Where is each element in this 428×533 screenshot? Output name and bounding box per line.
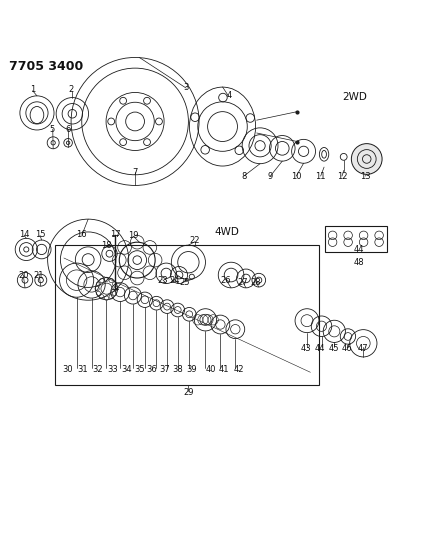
Text: 20: 20 [18,271,29,280]
Text: 39: 39 [187,365,197,374]
Text: 2: 2 [68,85,74,94]
Text: 11: 11 [315,172,326,181]
Text: 32: 32 [92,365,103,374]
Circle shape [351,143,382,174]
Text: 21: 21 [34,271,45,280]
Text: 43: 43 [300,344,311,353]
Text: 1: 1 [30,85,36,94]
Text: 25: 25 [180,278,190,287]
Text: 44: 44 [354,245,364,254]
Text: 7: 7 [132,168,138,177]
Text: 44: 44 [315,344,325,353]
Text: 31: 31 [77,365,88,374]
Text: 27: 27 [237,278,248,287]
Text: 47: 47 [357,344,368,353]
Text: 13: 13 [360,172,371,181]
Text: 33: 33 [107,365,118,374]
Bar [325,226,387,252]
Text: 40: 40 [205,365,216,374]
Text: 30: 30 [63,365,74,374]
Text: 46: 46 [342,344,352,353]
Text: 15: 15 [35,230,45,239]
Text: 22: 22 [190,237,200,245]
Text: 41: 41 [219,365,229,374]
Text: 19: 19 [128,231,138,240]
Text: 42: 42 [234,365,244,374]
Text: 24: 24 [169,276,180,285]
Text: 8: 8 [241,172,247,181]
Text: 26: 26 [220,276,231,285]
Text: 10: 10 [291,172,302,181]
Text: 37: 37 [160,365,170,374]
Text: 3: 3 [184,83,189,92]
Text: 23: 23 [158,276,168,285]
Text: 29: 29 [183,388,193,397]
Text: 16: 16 [77,230,87,239]
Text: 4WD: 4WD [214,227,239,237]
Text: 2WD: 2WD [342,92,367,102]
Text: 5: 5 [49,125,54,134]
Bar [55,245,319,385]
Text: 28: 28 [250,278,261,287]
Text: 12: 12 [337,172,347,181]
Text: 48: 48 [354,258,364,266]
Text: 6: 6 [65,125,71,134]
Text: 17: 17 [110,230,120,239]
Text: 4: 4 [226,91,232,100]
Text: 14: 14 [19,230,30,239]
Text: 34: 34 [121,365,132,374]
Text: 18: 18 [101,241,112,249]
Text: 9: 9 [268,172,273,181]
Text: 35: 35 [134,365,145,374]
Text: 38: 38 [172,365,183,374]
Text: 7705 3400: 7705 3400 [9,60,83,74]
Text: 45: 45 [328,344,339,353]
Text: 36: 36 [147,365,158,374]
